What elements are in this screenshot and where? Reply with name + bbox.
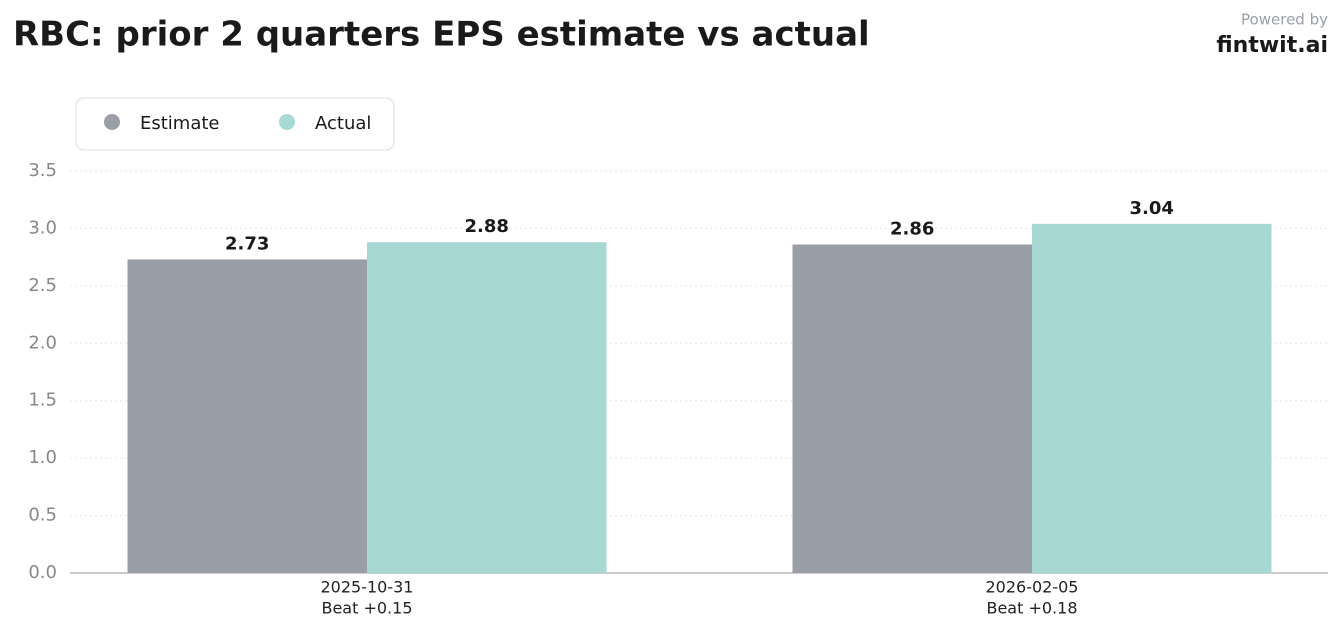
x-tick-note: Beat +0.15 — [321, 599, 412, 618]
bar — [367, 242, 607, 573]
value-label: 2.88 — [465, 216, 509, 237]
chart-title: RBC: prior 2 quarters EPS estimate vs ac… — [13, 15, 870, 55]
x-tick-label: 2025-10-31 — [321, 578, 414, 597]
x-tick-label: 2026-02-05 — [986, 578, 1079, 597]
x-tick-note: Beat +0.18 — [986, 599, 1077, 618]
bar — [792, 244, 1032, 573]
brand-name: fintwit.ai — [1216, 33, 1328, 58]
y-tick-label: 3.5 — [28, 160, 57, 181]
bar — [1032, 223, 1272, 573]
y-tick-label: 1.5 — [28, 390, 57, 411]
y-tick-label: 2.0 — [28, 332, 57, 353]
y-tick-label: 3.0 — [28, 217, 57, 238]
value-label: 2.73 — [225, 233, 269, 254]
legend-box — [75, 97, 395, 151]
y-tick-label: 0.5 — [28, 505, 57, 526]
y-tick-label: 0.0 — [28, 562, 57, 583]
value-label: 2.86 — [890, 219, 934, 240]
legend-marker — [104, 114, 120, 130]
y-tick-label: 1.0 — [28, 447, 57, 468]
legend-label: Estimate — [140, 113, 220, 134]
value-label: 3.04 — [1130, 198, 1174, 219]
y-tick-label: 2.5 — [28, 275, 57, 296]
brand-caption: Powered by — [1241, 11, 1328, 29]
legend-marker — [279, 114, 295, 130]
bar — [127, 259, 367, 573]
legend-label: Actual — [315, 113, 371, 134]
